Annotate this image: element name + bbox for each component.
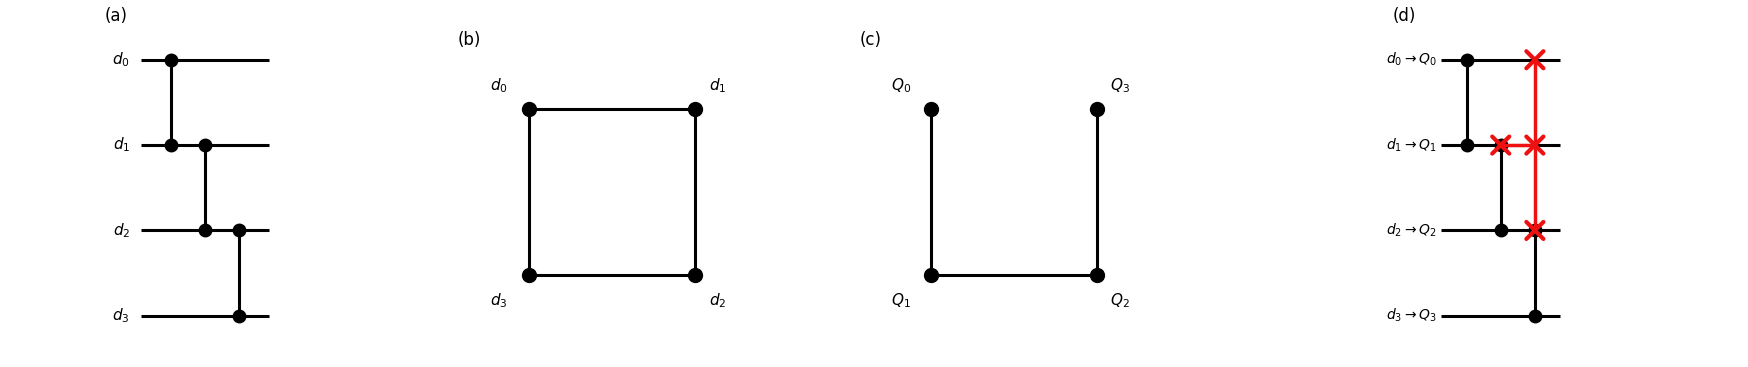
Text: $\mathit{Q_2}$: $\mathit{Q_2}$ xyxy=(1110,292,1129,310)
Text: $d_3 \rightarrow Q_3$: $d_3 \rightarrow Q_3$ xyxy=(1386,307,1437,324)
Text: $\mathit{d_3}$: $\mathit{d_3}$ xyxy=(112,306,129,325)
Text: $\mathit{d_0}$: $\mathit{d_0}$ xyxy=(112,50,129,69)
Text: (b): (b) xyxy=(458,31,481,49)
Text: $\mathit{d_2}$: $\mathit{d_2}$ xyxy=(710,292,727,310)
Text: $\mathit{Q_0}$: $\mathit{Q_0}$ xyxy=(891,76,911,95)
Text: $\mathit{d_0}$: $\mathit{d_0}$ xyxy=(489,76,509,95)
Text: $\mathit{d_2}$: $\mathit{d_2}$ xyxy=(112,221,129,240)
Text: $\mathit{d_1}$: $\mathit{d_1}$ xyxy=(112,136,129,155)
Text: (a): (a) xyxy=(105,7,128,25)
Text: $d_1 \rightarrow Q_1$: $d_1 \rightarrow Q_1$ xyxy=(1386,137,1437,154)
Text: $d_0 \rightarrow Q_0$: $d_0 \rightarrow Q_0$ xyxy=(1386,51,1437,68)
Text: $d_2 \rightarrow Q_2$: $d_2 \rightarrow Q_2$ xyxy=(1386,222,1437,239)
Text: $\mathit{d_3}$: $\mathit{d_3}$ xyxy=(491,292,509,310)
Text: (d): (d) xyxy=(1393,7,1416,25)
Text: $\mathit{Q_1}$: $\mathit{Q_1}$ xyxy=(891,292,911,310)
Text: (c): (c) xyxy=(860,31,881,49)
Text: $\mathit{Q_3}$: $\mathit{Q_3}$ xyxy=(1110,76,1129,95)
Text: $\mathit{d_1}$: $\mathit{d_1}$ xyxy=(710,76,727,95)
